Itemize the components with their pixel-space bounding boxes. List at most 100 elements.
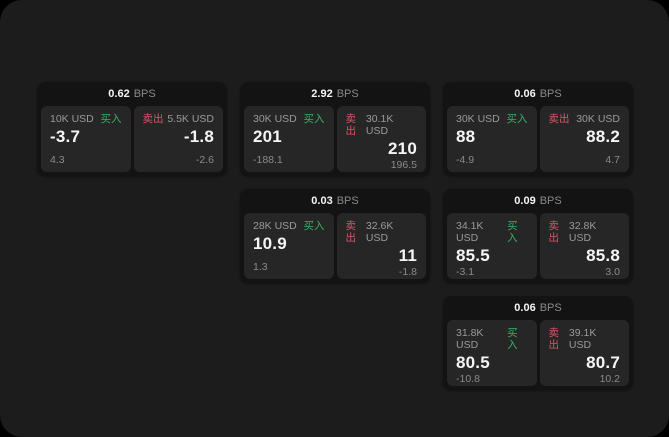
buy-price: -3.7 bbox=[50, 127, 81, 146]
buy-size: 34.1K USD bbox=[456, 220, 484, 244]
buy-price: 88 bbox=[456, 127, 476, 146]
quote-card[interactable]: 0.06 BPS 30K USD 买入 88 -4.9 卖出 30K USD 8… bbox=[443, 82, 633, 176]
sell-side-label: 卖出 bbox=[142, 113, 164, 125]
buy-panel-top: 30K USD 买入 bbox=[253, 113, 325, 125]
buy-panel-top: 34.1K USD 买入 bbox=[456, 220, 528, 244]
buy-sub-value: 1.3 bbox=[253, 261, 268, 273]
quote-card[interactable]: 0.03 BPS 28K USD 买入 10.9 1.3 卖出 32.6K US… bbox=[240, 189, 430, 283]
sell-side-label: 卖出 bbox=[345, 220, 357, 244]
sell-panel-top: 卖出 30K USD bbox=[549, 113, 621, 125]
card-header: 2.92 BPS bbox=[244, 82, 426, 106]
buy-side-label: 买入 bbox=[303, 113, 325, 125]
sell-size: 5.5K USD bbox=[167, 113, 214, 125]
buy-size: 30K USD bbox=[456, 113, 500, 125]
buy-panel[interactable]: 28K USD 买入 10.9 1.3 bbox=[244, 213, 334, 279]
buy-panel-top: 28K USD 买入 bbox=[253, 220, 325, 232]
buy-price: 10.9 bbox=[253, 234, 287, 253]
sell-side-label: 卖出 bbox=[548, 113, 570, 125]
sell-price: -1.8 bbox=[183, 127, 214, 146]
sell-side-label: 卖出 bbox=[548, 327, 560, 351]
bps-unit-label: BPS bbox=[539, 88, 562, 100]
quote-card[interactable]: 0.09 BPS 34.1K USD 买入 85.5 -3.1 卖出 32.8K… bbox=[443, 189, 633, 283]
sell-side-label: 卖出 bbox=[548, 220, 560, 244]
sell-panel[interactable]: 卖出 30K USD 88.2 4.7 bbox=[539, 106, 629, 172]
sell-panel-top: 卖出 39.1K USD bbox=[549, 327, 621, 351]
sell-size: 30.1K USD bbox=[365, 113, 394, 137]
buy-side-label: 买入 bbox=[303, 220, 325, 232]
buy-size: 31.8K USD bbox=[456, 327, 484, 351]
buy-panel-top: 30K USD 买入 bbox=[456, 113, 528, 125]
card-header: 0.62 BPS bbox=[41, 82, 223, 106]
sell-panel[interactable]: 卖出 32.8K USD 85.8 3.0 bbox=[539, 213, 629, 279]
card-header: 0.06 BPS bbox=[447, 296, 629, 320]
sell-size: 39.1K USD bbox=[568, 327, 597, 351]
buy-side-label: 买入 bbox=[507, 220, 518, 244]
card-header: 0.09 BPS bbox=[447, 189, 629, 213]
buy-size: 10K USD bbox=[50, 113, 94, 125]
sell-sub-value: 4.7 bbox=[605, 154, 620, 166]
card-header: 0.03 BPS bbox=[244, 189, 426, 213]
buy-sub-value: -3.1 bbox=[456, 266, 475, 278]
sell-side-label: 卖出 bbox=[345, 113, 357, 137]
buy-panel[interactable]: 10K USD 买入 -3.7 4.3 bbox=[41, 106, 131, 172]
sell-panel[interactable]: 卖出 30.1K USD 210 196.5 bbox=[336, 106, 426, 172]
sell-price: 80.7 bbox=[586, 353, 620, 372]
quote-panels: 10K USD 买入 -3.7 4.3 卖出 5.5K USD -1.8 -2.… bbox=[41, 106, 223, 172]
bps-unit-label: BPS bbox=[539, 302, 562, 314]
quote-card[interactable]: 0.62 BPS 10K USD 买入 -3.7 4.3 卖出 5.5K USD… bbox=[37, 82, 227, 176]
sell-price: 11 bbox=[398, 246, 417, 265]
buy-side-label: 买入 bbox=[506, 113, 528, 125]
buy-panel[interactable]: 31.8K USD 买入 80.5 -10.8 bbox=[447, 320, 537, 386]
sell-sub-value: 10.2 bbox=[599, 373, 620, 385]
quote-panels: 34.1K USD 买入 85.5 -3.1 卖出 32.8K USD 85.8… bbox=[447, 213, 629, 279]
sell-sub-value: -1.8 bbox=[398, 266, 417, 278]
buy-panel[interactable]: 30K USD 买入 88 -4.9 bbox=[447, 106, 537, 172]
sell-panel-top: 卖出 32.8K USD bbox=[549, 220, 621, 244]
buy-panel[interactable]: 34.1K USD 买入 85.5 -3.1 bbox=[447, 213, 537, 279]
sell-price: 85.8 bbox=[586, 246, 620, 265]
quote-card[interactable]: 0.06 BPS 31.8K USD 买入 80.5 -10.8 卖出 39.1… bbox=[443, 296, 633, 390]
sell-price: 210 bbox=[388, 139, 417, 158]
bps-unit-label: BPS bbox=[133, 88, 156, 100]
bps-value: 0.09 bbox=[514, 195, 536, 207]
sell-sub-value: -2.6 bbox=[195, 154, 214, 166]
sell-panel-top: 卖出 5.5K USD bbox=[143, 113, 215, 125]
buy-price: 201 bbox=[253, 127, 282, 146]
buy-side-label: 买入 bbox=[100, 113, 122, 125]
buy-price: 80.5 bbox=[456, 353, 490, 372]
quote-panels: 30K USD 买入 88 -4.9 卖出 30K USD 88.2 4.7 bbox=[447, 106, 629, 172]
buy-size: 28K USD bbox=[253, 220, 297, 232]
sell-price: 88.2 bbox=[586, 127, 620, 146]
sell-size: 32.6K USD bbox=[365, 220, 394, 244]
bps-value: 0.06 bbox=[514, 302, 536, 314]
bps-value: 0.62 bbox=[108, 88, 130, 100]
quote-cards-grid: 0.62 BPS 10K USD 买入 -3.7 4.3 卖出 5.5K USD… bbox=[37, 82, 633, 390]
bps-unit-label: BPS bbox=[539, 195, 562, 207]
sell-panel[interactable]: 卖出 39.1K USD 80.7 10.2 bbox=[539, 320, 629, 386]
quote-panels: 28K USD 买入 10.9 1.3 卖出 32.6K USD 11 -1.8 bbox=[244, 213, 426, 279]
bps-unit-label: BPS bbox=[336, 88, 359, 100]
bps-value: 0.06 bbox=[514, 88, 536, 100]
bps-unit-label: BPS bbox=[336, 195, 359, 207]
buy-sub-value: 4.3 bbox=[50, 154, 65, 166]
quote-panels: 31.8K USD 买入 80.5 -10.8 卖出 39.1K USD 80.… bbox=[447, 320, 629, 386]
bps-value: 0.03 bbox=[311, 195, 333, 207]
buy-sub-value: -10.8 bbox=[456, 373, 480, 385]
quote-panels: 30K USD 买入 201 -188.1 卖出 30.1K USD 210 1… bbox=[244, 106, 426, 172]
sell-panel[interactable]: 卖出 5.5K USD -1.8 -2.6 bbox=[133, 106, 223, 172]
buy-panel-top: 31.8K USD 买入 bbox=[456, 327, 528, 351]
sell-sub-value: 3.0 bbox=[605, 266, 620, 278]
buy-side-label: 买入 bbox=[507, 327, 518, 351]
buy-sub-value: -4.9 bbox=[456, 154, 475, 166]
quote-card[interactable]: 2.92 BPS 30K USD 买入 201 -188.1 卖出 30.1K … bbox=[240, 82, 430, 176]
sell-panel[interactable]: 卖出 32.6K USD 11 -1.8 bbox=[336, 213, 426, 279]
sell-panel-top: 卖出 32.6K USD bbox=[346, 220, 418, 244]
buy-panel-top: 10K USD 买入 bbox=[50, 113, 122, 125]
buy-price: 85.5 bbox=[456, 246, 490, 265]
card-header: 0.06 BPS bbox=[447, 82, 629, 106]
bps-value: 2.92 bbox=[311, 88, 333, 100]
sell-panel-top: 卖出 30.1K USD bbox=[346, 113, 418, 137]
buy-panel[interactable]: 30K USD 买入 201 -188.1 bbox=[244, 106, 334, 172]
buy-size: 30K USD bbox=[253, 113, 297, 125]
